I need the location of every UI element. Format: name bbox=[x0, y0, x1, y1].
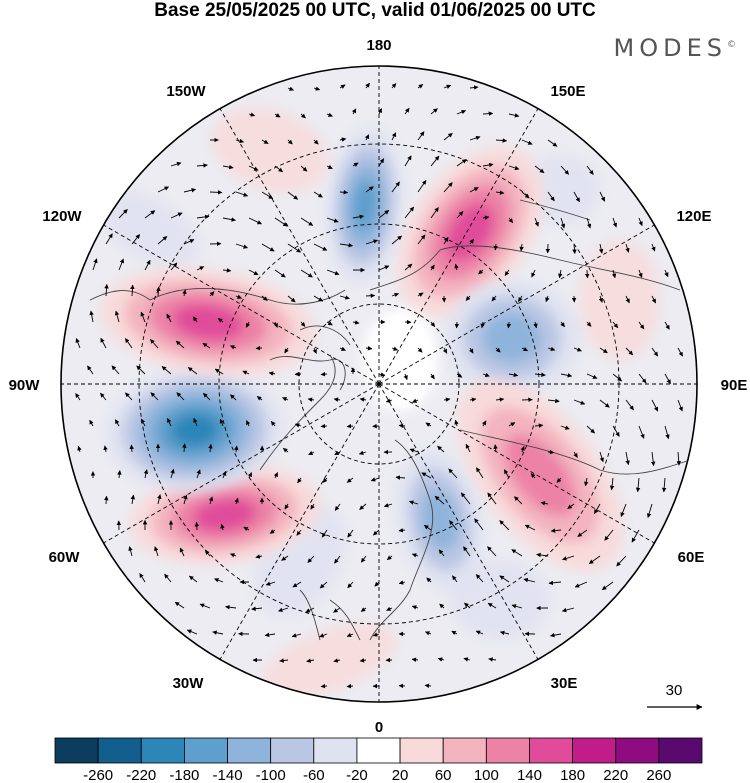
lon-label-120w: 120W bbox=[42, 208, 82, 225]
brand-logo: MODES© bbox=[614, 34, 736, 62]
colorbar-tick-label: 100 bbox=[474, 767, 499, 783]
colorbar-swatch bbox=[54, 737, 99, 764]
lon-label-180: 180 bbox=[366, 37, 391, 54]
colorbar-swatch bbox=[183, 737, 228, 764]
colorbar-tick-label: -60 bbox=[303, 767, 325, 783]
colorbar-tick-label: -180 bbox=[169, 767, 199, 783]
lon-label-60e: 60E bbox=[678, 549, 705, 566]
colorbar-tick-label: 20 bbox=[392, 767, 409, 783]
coastlines bbox=[89, 199, 691, 641]
anomaly-center bbox=[100, 268, 316, 376]
anomaly-center bbox=[326, 127, 404, 283]
colorbar-swatch bbox=[442, 737, 487, 764]
colorbar-tick-label: 140 bbox=[517, 767, 542, 783]
graticule bbox=[61, 66, 697, 702]
colorbar-swatch bbox=[399, 737, 444, 764]
colorbar-tick-label: -100 bbox=[256, 767, 286, 783]
colorbar: -260 -220 -180 -140 -100 -60 -20 20 60 100 140 180 2… bbox=[54, 737, 703, 783]
colorbar-swatch bbox=[97, 737, 142, 764]
lon-label-90w: 90W bbox=[9, 377, 41, 394]
colorbar-swatch bbox=[485, 737, 530, 764]
anomaly-center bbox=[396, 449, 484, 591]
reference-vector-label: 30 bbox=[666, 682, 683, 699]
brand-name: MODES bbox=[613, 34, 727, 62]
copyright-mark: © bbox=[727, 40, 736, 50]
colorbar-tick-label: -140 bbox=[213, 767, 243, 783]
wind-vectors bbox=[75, 82, 683, 689]
lon-label-30e: 30E bbox=[551, 675, 578, 692]
colorbar-tick-label: -220 bbox=[126, 767, 156, 783]
colorbar-tick-label: -260 bbox=[83, 767, 113, 783]
lon-label-60w: 60W bbox=[49, 549, 81, 566]
colorbar-swatch bbox=[529, 737, 574, 764]
colorbar-swatch bbox=[270, 737, 315, 764]
colorbar-tick-label: -20 bbox=[346, 767, 368, 783]
anomaly-center bbox=[444, 280, 580, 396]
colorbar-tick-label: 180 bbox=[560, 767, 585, 783]
colorbar-swatch bbox=[658, 737, 703, 764]
colorbar-tick-label: 260 bbox=[646, 767, 671, 783]
map-border bbox=[60, 65, 698, 703]
lon-label-120e: 120E bbox=[676, 208, 711, 225]
lon-label-0: 0 bbox=[375, 719, 383, 736]
colorbar-tick-label: 220 bbox=[603, 767, 628, 783]
colorbar-swatch bbox=[313, 737, 358, 764]
lon-label-90e: 90E bbox=[721, 377, 748, 394]
colorbar-swatch bbox=[572, 737, 617, 764]
lon-label-150e: 150E bbox=[550, 83, 585, 100]
reference-vector: 30 bbox=[647, 682, 703, 710]
map-title: Base 25/05/2025 00 UTC, valid 01/06/2025… bbox=[154, 0, 596, 21]
lon-label-150w: 150W bbox=[166, 83, 206, 100]
anomaly-center bbox=[397, 147, 543, 317]
colorbar-swatch bbox=[140, 737, 185, 764]
anomaly-field bbox=[61, 66, 697, 702]
colorbar-swatch bbox=[356, 737, 401, 764]
colorbar-tick-label: 60 bbox=[435, 767, 452, 783]
lon-label-30w: 30W bbox=[173, 675, 205, 692]
colorbar-swatch bbox=[615, 737, 660, 764]
longitude-labels: 180 150E 120E 90E 60E 30E 0 30W 60W 90W … bbox=[9, 37, 748, 736]
colorbar-swatch bbox=[227, 737, 272, 764]
